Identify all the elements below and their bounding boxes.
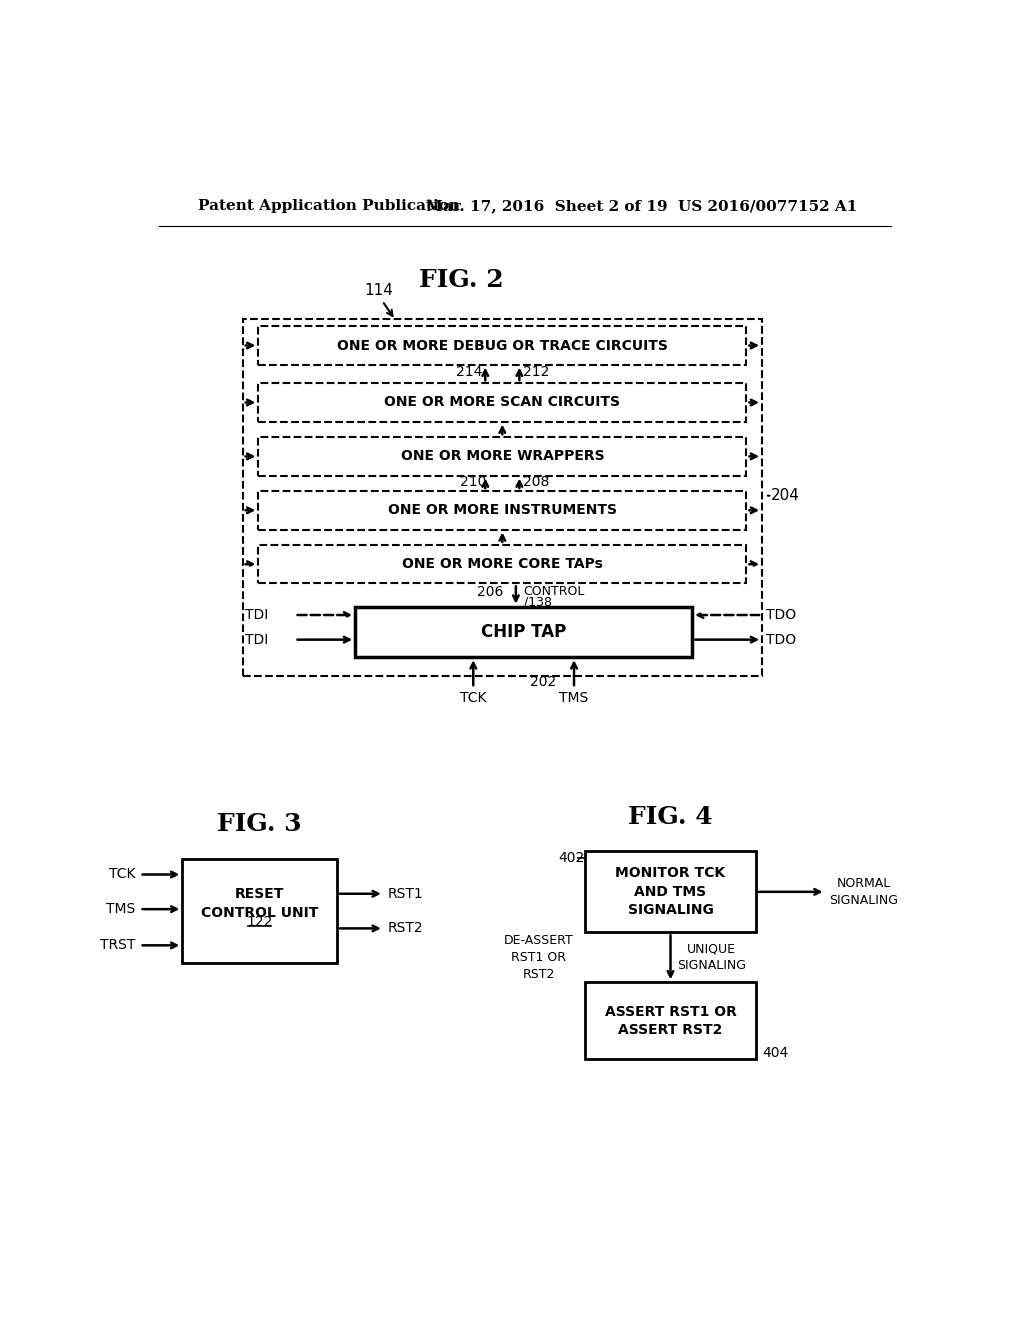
- Text: Patent Application Publication: Patent Application Publication: [198, 199, 460, 213]
- Text: TCK: TCK: [110, 867, 136, 882]
- Bar: [258, 326, 746, 364]
- Text: RST1: RST1: [388, 887, 423, 900]
- Text: ONE OR MORE CORE TAPs: ONE OR MORE CORE TAPs: [401, 557, 603, 572]
- Text: FIG. 4: FIG. 4: [628, 805, 713, 829]
- Text: 404: 404: [762, 1047, 788, 1060]
- Text: 202: 202: [529, 675, 556, 689]
- Text: RESET
CONTROL UNIT: RESET CONTROL UNIT: [201, 887, 318, 920]
- Text: 122: 122: [247, 915, 273, 929]
- Text: 204: 204: [771, 488, 800, 503]
- Bar: [258, 545, 746, 583]
- Text: CHIP TAP: CHIP TAP: [481, 623, 566, 642]
- Text: 402: 402: [558, 850, 585, 865]
- Text: TDO: TDO: [766, 609, 796, 622]
- Text: 208: 208: [523, 475, 550, 488]
- Bar: [355, 607, 692, 657]
- Text: ONE OR MORE INSTRUMENTS: ONE OR MORE INSTRUMENTS: [388, 503, 616, 517]
- Text: TRST: TRST: [100, 939, 136, 952]
- Text: DE-ASSERT
RST1 OR
RST2: DE-ASSERT RST1 OR RST2: [504, 933, 573, 981]
- Text: 214: 214: [456, 366, 482, 379]
- Text: 212: 212: [523, 366, 550, 379]
- Text: ASSERT RST1 OR
ASSERT RST2: ASSERT RST1 OR ASSERT RST2: [604, 1005, 736, 1038]
- Text: 210: 210: [460, 475, 486, 488]
- Text: RST2: RST2: [388, 921, 423, 936]
- Text: TMS: TMS: [559, 692, 589, 705]
- Text: Mar. 17, 2016  Sheet 2 of 19: Mar. 17, 2016 Sheet 2 of 19: [426, 199, 668, 213]
- Text: 114: 114: [365, 284, 393, 298]
- Text: TCK: TCK: [460, 692, 486, 705]
- Text: ONE OR MORE SCAN CIRCUITS: ONE OR MORE SCAN CIRCUITS: [384, 396, 621, 409]
- Text: UNIQUE
SIGNALING: UNIQUE SIGNALING: [677, 942, 745, 973]
- Text: CONTROL: CONTROL: [523, 585, 585, 598]
- Bar: [586, 851, 756, 932]
- Text: FIG. 3: FIG. 3: [217, 812, 302, 837]
- Text: 206: 206: [477, 585, 504, 599]
- Text: TDI: TDI: [245, 632, 268, 647]
- Text: NORMAL
SIGNALING: NORMAL SIGNALING: [829, 876, 898, 907]
- Text: TDO: TDO: [766, 632, 796, 647]
- Bar: [182, 859, 337, 964]
- Text: ONE OR MORE DEBUG OR TRACE CIRCUITS: ONE OR MORE DEBUG OR TRACE CIRCUITS: [337, 338, 668, 352]
- Text: /138: /138: [523, 595, 552, 609]
- Bar: [258, 437, 746, 475]
- Bar: [586, 982, 756, 1059]
- Bar: [243, 318, 762, 676]
- Bar: [258, 383, 746, 422]
- Text: MONITOR TCK
AND TMS
SIGNALING: MONITOR TCK AND TMS SIGNALING: [615, 866, 726, 917]
- Text: FIG. 2: FIG. 2: [419, 268, 504, 292]
- Text: TMS: TMS: [106, 902, 136, 916]
- Text: US 2016/0077152 A1: US 2016/0077152 A1: [678, 199, 858, 213]
- Text: TDI: TDI: [245, 609, 268, 622]
- Bar: [258, 491, 746, 529]
- Text: ONE OR MORE WRAPPERS: ONE OR MORE WRAPPERS: [400, 449, 604, 463]
